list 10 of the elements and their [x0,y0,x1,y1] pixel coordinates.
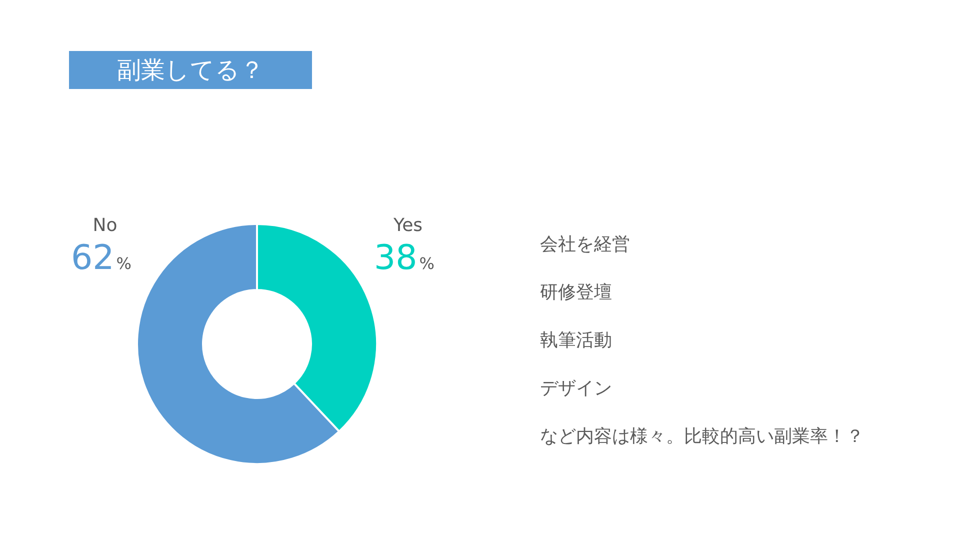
slice-label: No [92,215,118,236]
chart-title: 副業してる？ [69,51,312,89]
data-label: 62% [71,238,132,278]
text: 会社を経営 [540,233,630,256]
text: デザイン [540,377,612,400]
data-label: 38% [374,238,434,278]
text: など内容は様々。比較的高い副業率！？ [540,425,864,448]
text: 研修登壇 [540,281,612,304]
text: 執筆活動 [540,329,612,352]
slice-label: Yes [392,215,423,236]
